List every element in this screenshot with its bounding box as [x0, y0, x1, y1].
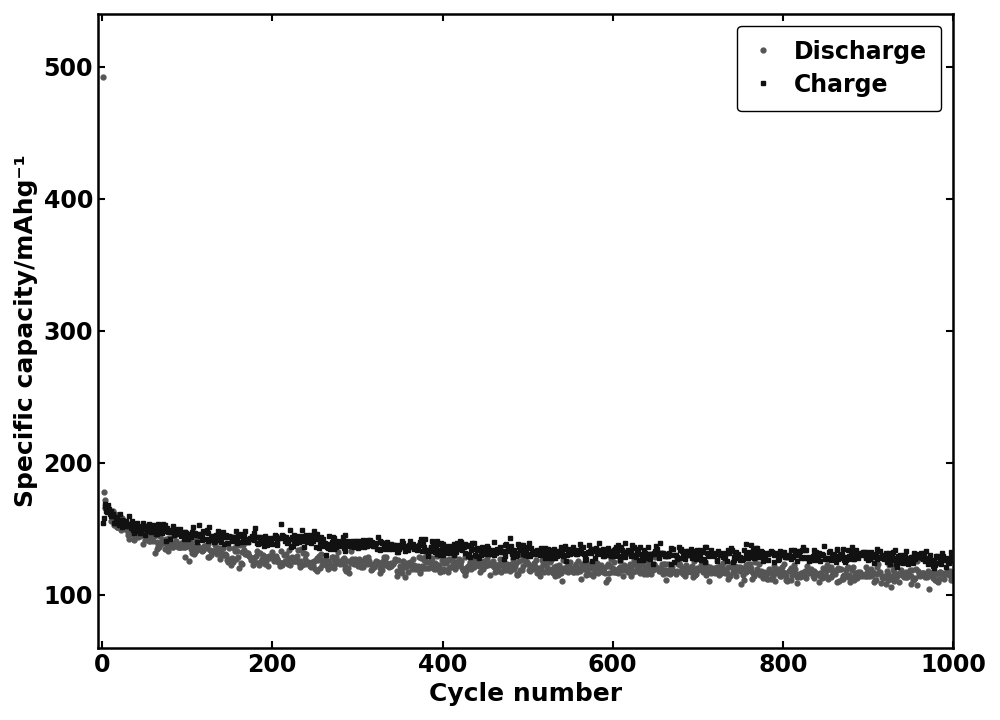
Discharge	[775, 572, 787, 580]
Legend: Discharge, Charge: Discharge, Charge	[737, 26, 941, 112]
Charge	[472, 545, 484, 554]
Charge	[442, 542, 454, 551]
Discharge	[760, 571, 772, 580]
Charge	[761, 550, 773, 559]
Charge	[776, 551, 788, 559]
Charge	[185, 533, 197, 541]
Charge	[928, 564, 940, 572]
Y-axis label: Specific capacity/mAhg⁻¹: Specific capacity/mAhg⁻¹	[14, 155, 38, 507]
Charge	[97, 518, 109, 527]
X-axis label: Cycle number: Cycle number	[429, 682, 622, 706]
Discharge	[441, 557, 453, 566]
Discharge	[184, 534, 196, 543]
Charge	[682, 551, 694, 559]
Discharge	[97, 73, 109, 81]
Discharge	[923, 585, 935, 594]
Charge	[99, 499, 111, 508]
Discharge	[471, 559, 483, 567]
Line: Discharge: Discharge	[100, 75, 956, 592]
Discharge	[947, 575, 959, 584]
Discharge	[681, 568, 693, 577]
Line: Charge: Charge	[100, 501, 956, 571]
Charge	[947, 553, 959, 562]
